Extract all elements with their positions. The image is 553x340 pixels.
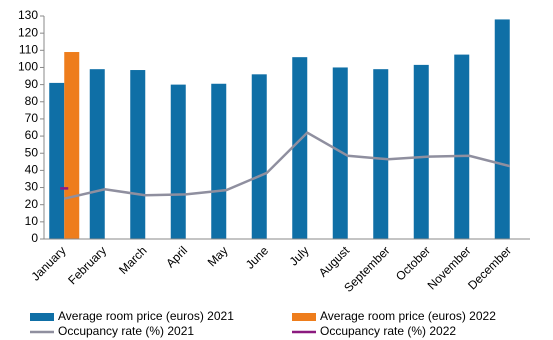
bar — [64, 52, 80, 240]
x-tick-label: July — [287, 243, 312, 268]
y-tick-label: 130 — [18, 8, 38, 22]
bar — [170, 84, 186, 239]
legend-label: Occupancy rate (%) 2022 — [320, 324, 456, 338]
x-tick-label: June — [243, 243, 272, 272]
legend-swatch — [292, 313, 316, 321]
y-tick-label: 60 — [25, 128, 39, 142]
x-tick-label: January — [29, 243, 69, 283]
y-tick-label: 100 — [18, 60, 38, 74]
y-tick-label: 40 — [25, 163, 39, 177]
bar — [494, 19, 510, 239]
legend-swatch — [30, 313, 54, 321]
x-tick-label: August — [316, 243, 353, 280]
line — [63, 131, 511, 200]
bar — [292, 57, 308, 239]
legend-label: Average room price (euros) 2022 — [320, 309, 496, 323]
x-tick-label: December — [465, 243, 514, 292]
x-tick-label: April — [163, 243, 190, 270]
legend-label: Occupancy rate (%) 2021 — [58, 324, 194, 338]
x-tick-label: October — [393, 243, 433, 283]
bar — [454, 54, 470, 239]
bar — [49, 82, 65, 240]
bar — [211, 83, 227, 239]
legend-label: Average room price (euros) 2021 — [58, 309, 234, 323]
y-tick-label: 50 — [25, 145, 39, 159]
x-tick-label: February — [65, 243, 109, 287]
bar — [373, 69, 389, 239]
y-tick-label: 70 — [25, 111, 39, 125]
x-tick-label: May — [205, 243, 231, 269]
y-tick-label: 20 — [25, 197, 39, 211]
y-tick-label: 10 — [25, 214, 39, 228]
x-tick-label: March — [116, 243, 149, 276]
y-tick-label: 110 — [19, 42, 38, 56]
bar — [130, 70, 146, 240]
y-tick-label: 80 — [25, 94, 39, 108]
bar — [332, 67, 348, 239]
y-tick-label: 90 — [25, 77, 39, 91]
y-tick-label: 120 — [18, 25, 38, 39]
bar — [89, 69, 105, 239]
y-tick-label: 0 — [31, 231, 38, 245]
bar — [251, 74, 267, 239]
bar — [413, 64, 429, 239]
y-tick-label: 30 — [25, 180, 39, 194]
